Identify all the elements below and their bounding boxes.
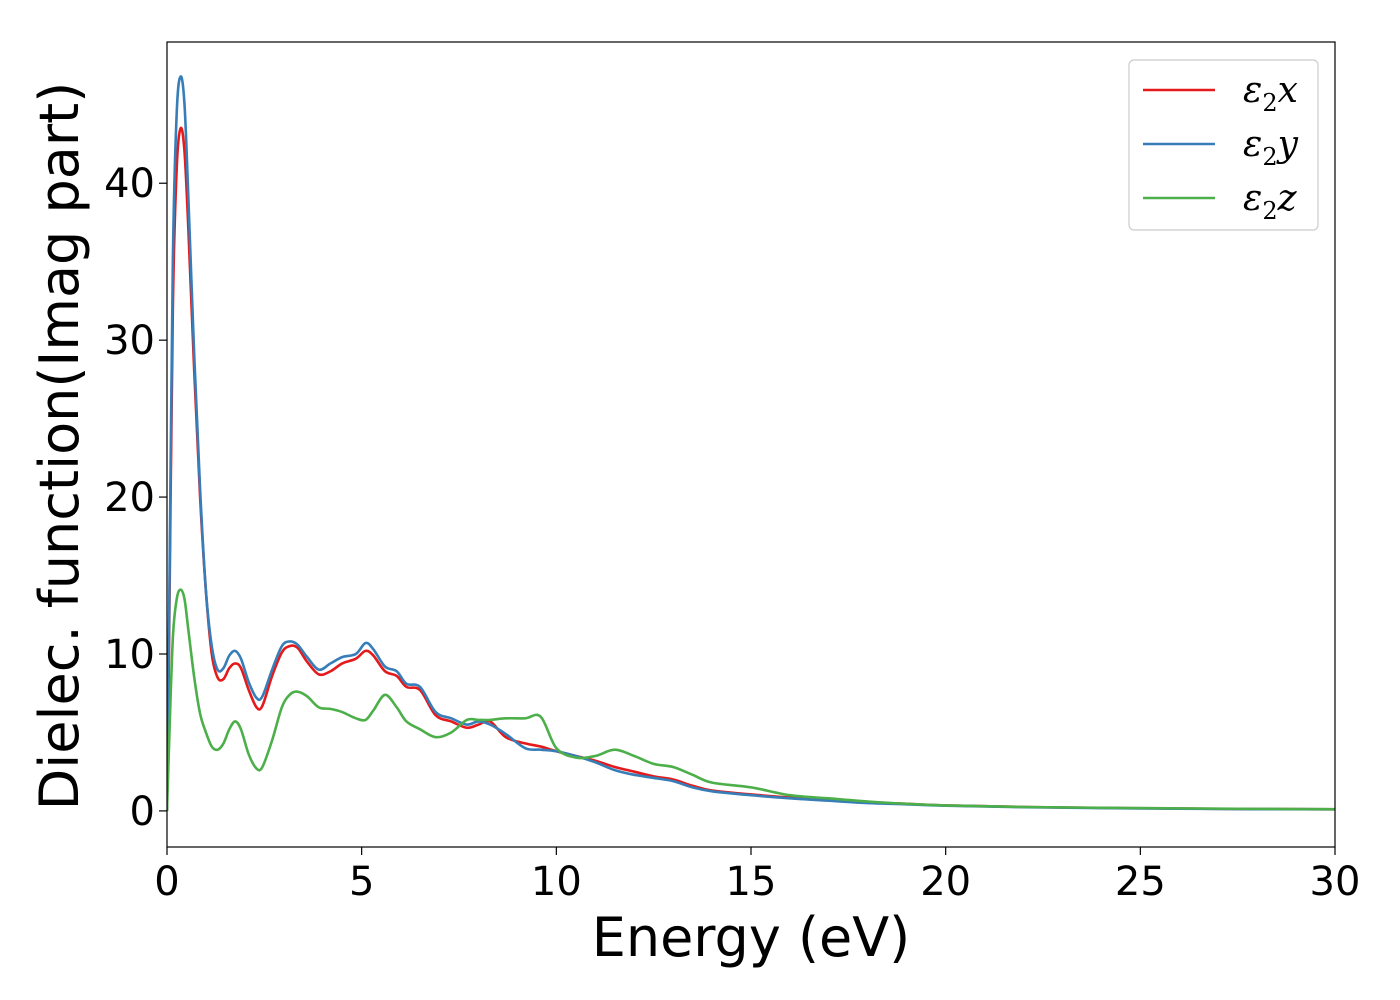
x-tick-label: 5 [349, 859, 374, 905]
legend-label-x: ε2x [1243, 70, 1298, 117]
y-tick-label: 0 [130, 789, 155, 835]
x-tick-label: 15 [726, 859, 777, 905]
y-axis-title: Dielec. function(Imag part) [28, 82, 91, 811]
series-layer [167, 75, 1335, 811]
legend: ε2x ε2y ε2z [1128, 59, 1319, 231]
series-line-z [167, 588, 1335, 811]
y-tick-label: 20 [104, 475, 155, 521]
y-tick-label: 30 [104, 318, 155, 364]
legend-label-z: ε2z [1243, 178, 1298, 225]
y-axis: 0 10 20 30 40 [104, 161, 167, 835]
series-line-y [167, 75, 1335, 811]
x-tick-label: 20 [920, 859, 971, 905]
x-tick-label: 25 [1115, 859, 1166, 905]
x-axis: 0 5 10 15 20 25 30 [154, 847, 1360, 905]
y-tick-label: 10 [104, 632, 155, 678]
x-tick-label: 30 [1310, 859, 1361, 905]
x-tick-label: 10 [531, 859, 582, 905]
x-axis-title: Energy (eV) [592, 906, 911, 969]
x-tick-label: 0 [154, 859, 179, 905]
y-tick-label: 40 [104, 161, 155, 207]
legend-box [1128, 59, 1319, 231]
legend-label-y: ε2y [1243, 124, 1299, 171]
